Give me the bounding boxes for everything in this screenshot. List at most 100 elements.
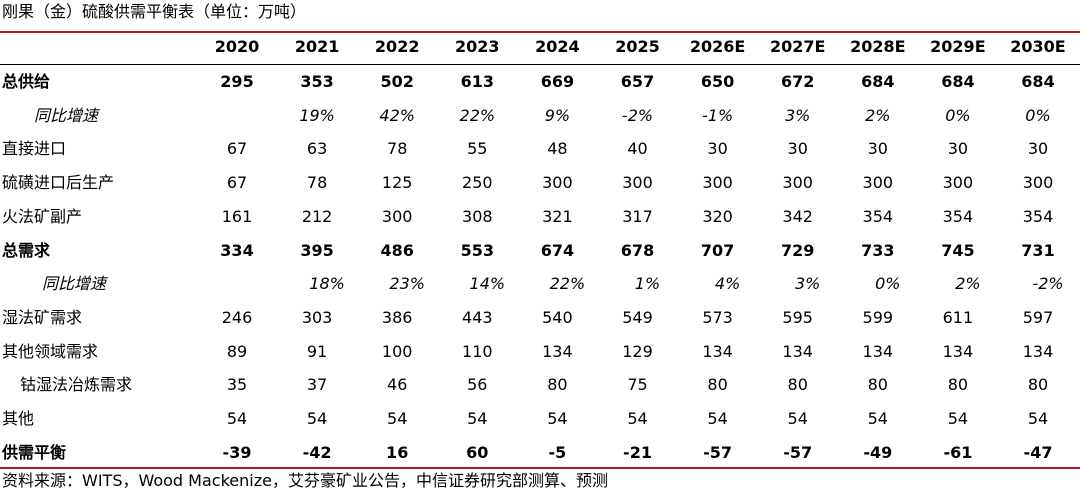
cell: 48 <box>547 139 568 159</box>
cell: -57 <box>703 442 733 462</box>
cell: 14% <box>469 274 506 294</box>
cell: 80 <box>707 375 728 395</box>
cell: 54 <box>547 409 568 428</box>
cell: 80 <box>547 375 568 395</box>
cell: 597 <box>1022 307 1054 327</box>
source-note: 资料来源：WITS，Wood Mackenize，艾芬豪矿业公告，中信证券研究部… <box>2 471 608 490</box>
cell: 40 <box>627 139 648 159</box>
cell: 300 <box>622 173 653 193</box>
cell: 650 <box>700 72 735 91</box>
cell: 30 <box>787 139 808 159</box>
cell: -2% <box>1032 274 1064 294</box>
cell: 300 <box>942 173 974 193</box>
column-header: 2024 <box>535 37 580 56</box>
cell: 595 <box>782 307 813 327</box>
cell: 354 <box>862 206 894 226</box>
row-label: 其他领域需求 <box>2 341 99 361</box>
cell: -5 <box>548 442 567 462</box>
cell: 0% <box>945 105 971 125</box>
cell: 55 <box>467 139 488 159</box>
cell: -39 <box>222 442 252 462</box>
cell: -49 <box>863 442 893 462</box>
cell: 549 <box>622 307 653 327</box>
cell: 16 <box>386 442 409 462</box>
cell: 78 <box>306 173 328 193</box>
cell: 56 <box>467 375 488 395</box>
cell: 30 <box>947 139 969 159</box>
cell: 134 <box>1022 341 1054 361</box>
row-label: 总需求 <box>2 240 51 260</box>
cell: 334 <box>220 240 254 260</box>
bottom-rule <box>0 467 1080 469</box>
cell: 573 <box>702 307 733 327</box>
cell: 0% <box>875 274 901 294</box>
cell: 733 <box>861 240 895 260</box>
cell: 250 <box>462 173 493 193</box>
cell: 3% <box>794 274 821 294</box>
cell: 295 <box>220 72 254 91</box>
cell: 30 <box>867 139 888 159</box>
cell: 540 <box>542 307 573 327</box>
cell: 212 <box>301 206 333 226</box>
cell: 300 <box>381 206 413 226</box>
row-label: 同比增速 <box>34 105 99 125</box>
cell: -57 <box>783 442 813 462</box>
row-label: 火法矿副产 <box>2 206 83 226</box>
column-header: 2023 <box>455 37 500 56</box>
column-header: 2022 <box>374 37 420 56</box>
cell: 2% <box>955 274 981 294</box>
cell: 110 <box>462 341 493 361</box>
cell: 684 <box>861 72 895 91</box>
cell: 134 <box>702 341 733 361</box>
cell: 30 <box>707 139 728 159</box>
cell: 129 <box>622 341 653 361</box>
cell: 91 <box>306 341 328 361</box>
cell: 19% <box>299 105 335 125</box>
cell: 684 <box>1021 72 1055 91</box>
cell: 684 <box>941 72 975 91</box>
cell: 63 <box>306 139 328 159</box>
row-label: 硫磺进口后生产 <box>2 173 115 193</box>
cell: 125 <box>381 173 413 193</box>
cell: 54 <box>306 409 328 428</box>
header-rule <box>0 64 1080 65</box>
cell: 386 <box>381 307 413 327</box>
cell: 37 <box>306 375 328 395</box>
column-header: 2020 <box>214 37 260 56</box>
cell: 3% <box>784 105 811 125</box>
cell: 134 <box>862 341 894 361</box>
column-header: 2025 <box>615 37 660 56</box>
column-header: 2027E <box>769 37 826 56</box>
cell: 80 <box>867 375 888 395</box>
cell: 54 <box>867 409 888 428</box>
cell: 707 <box>700 240 735 260</box>
cell: 78 <box>387 139 408 159</box>
cell: 54 <box>627 409 648 428</box>
cell: 300 <box>542 173 573 193</box>
cell: 18% <box>309 274 345 294</box>
cell: -47 <box>1023 442 1053 462</box>
cell: 134 <box>942 341 974 361</box>
cell: 9% <box>544 105 571 125</box>
cell: 611 <box>942 307 974 327</box>
cell: 317 <box>622 206 653 226</box>
cell: 672 <box>780 72 815 91</box>
cell: 300 <box>782 173 813 193</box>
row-label: 直接进口 <box>2 139 67 159</box>
cell: 23% <box>389 274 425 294</box>
cell: -42 <box>302 442 332 462</box>
row-label: 其他 <box>2 409 35 428</box>
cell: 553 <box>460 240 494 260</box>
cell: 100 <box>381 341 413 361</box>
cell: 22% <box>459 105 496 125</box>
cell: 80 <box>787 375 808 395</box>
cell: 46 <box>387 375 408 395</box>
cell: 599 <box>862 307 894 327</box>
row-label: 湿法矿需求 <box>2 307 83 327</box>
column-header: 2028E <box>850 37 906 56</box>
cell: 67 <box>226 173 248 193</box>
cell: 353 <box>300 72 334 91</box>
row-label: 供需平衡 <box>2 442 67 462</box>
cell: 54 <box>947 409 969 428</box>
